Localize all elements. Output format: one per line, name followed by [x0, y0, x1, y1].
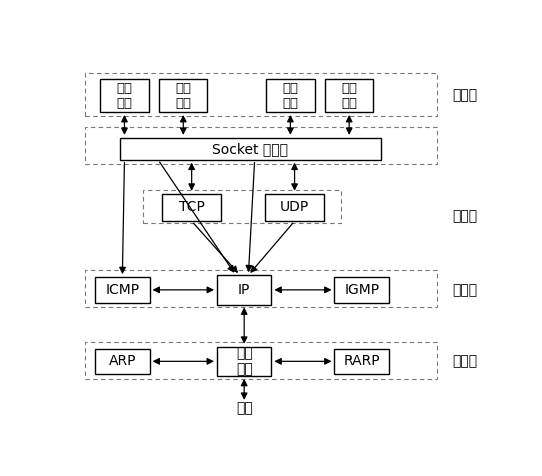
Text: 硬件
接口: 硬件 接口: [236, 346, 253, 377]
Text: 运输层: 运输层: [452, 209, 477, 224]
Text: IP: IP: [238, 283, 250, 297]
Bar: [120, 138, 380, 160]
Text: 应用层: 应用层: [452, 89, 477, 103]
Bar: [162, 194, 221, 221]
Bar: [85, 342, 437, 379]
Text: ARP: ARP: [108, 354, 136, 368]
Text: 网络层: 网络层: [452, 283, 477, 297]
Bar: [266, 79, 314, 112]
Text: 用户
进程: 用户 进程: [117, 81, 132, 109]
Bar: [325, 79, 373, 112]
Bar: [159, 79, 208, 112]
Text: 链路层: 链路层: [452, 354, 477, 368]
Text: RARP: RARP: [344, 354, 380, 368]
Bar: [85, 72, 437, 116]
Text: 用户
进程: 用户 进程: [282, 81, 299, 109]
Bar: [334, 277, 389, 303]
Text: ICMP: ICMP: [105, 283, 139, 297]
Text: 用户
进程: 用户 进程: [175, 81, 191, 109]
Text: UDP: UDP: [280, 200, 309, 214]
Bar: [95, 348, 150, 374]
Bar: [265, 194, 324, 221]
Bar: [143, 190, 341, 223]
Bar: [85, 128, 437, 164]
Bar: [85, 270, 437, 307]
Bar: [334, 348, 389, 374]
Bar: [95, 277, 150, 303]
Bar: [217, 275, 272, 305]
Bar: [217, 347, 272, 376]
Text: IGMP: IGMP: [344, 283, 379, 297]
Text: 用户
进程: 用户 进程: [341, 81, 357, 109]
Bar: [100, 79, 149, 112]
Text: Socket 抽象层: Socket 抽象层: [212, 142, 288, 156]
Text: TCP: TCP: [179, 200, 204, 214]
Text: 媒体: 媒体: [236, 401, 253, 415]
